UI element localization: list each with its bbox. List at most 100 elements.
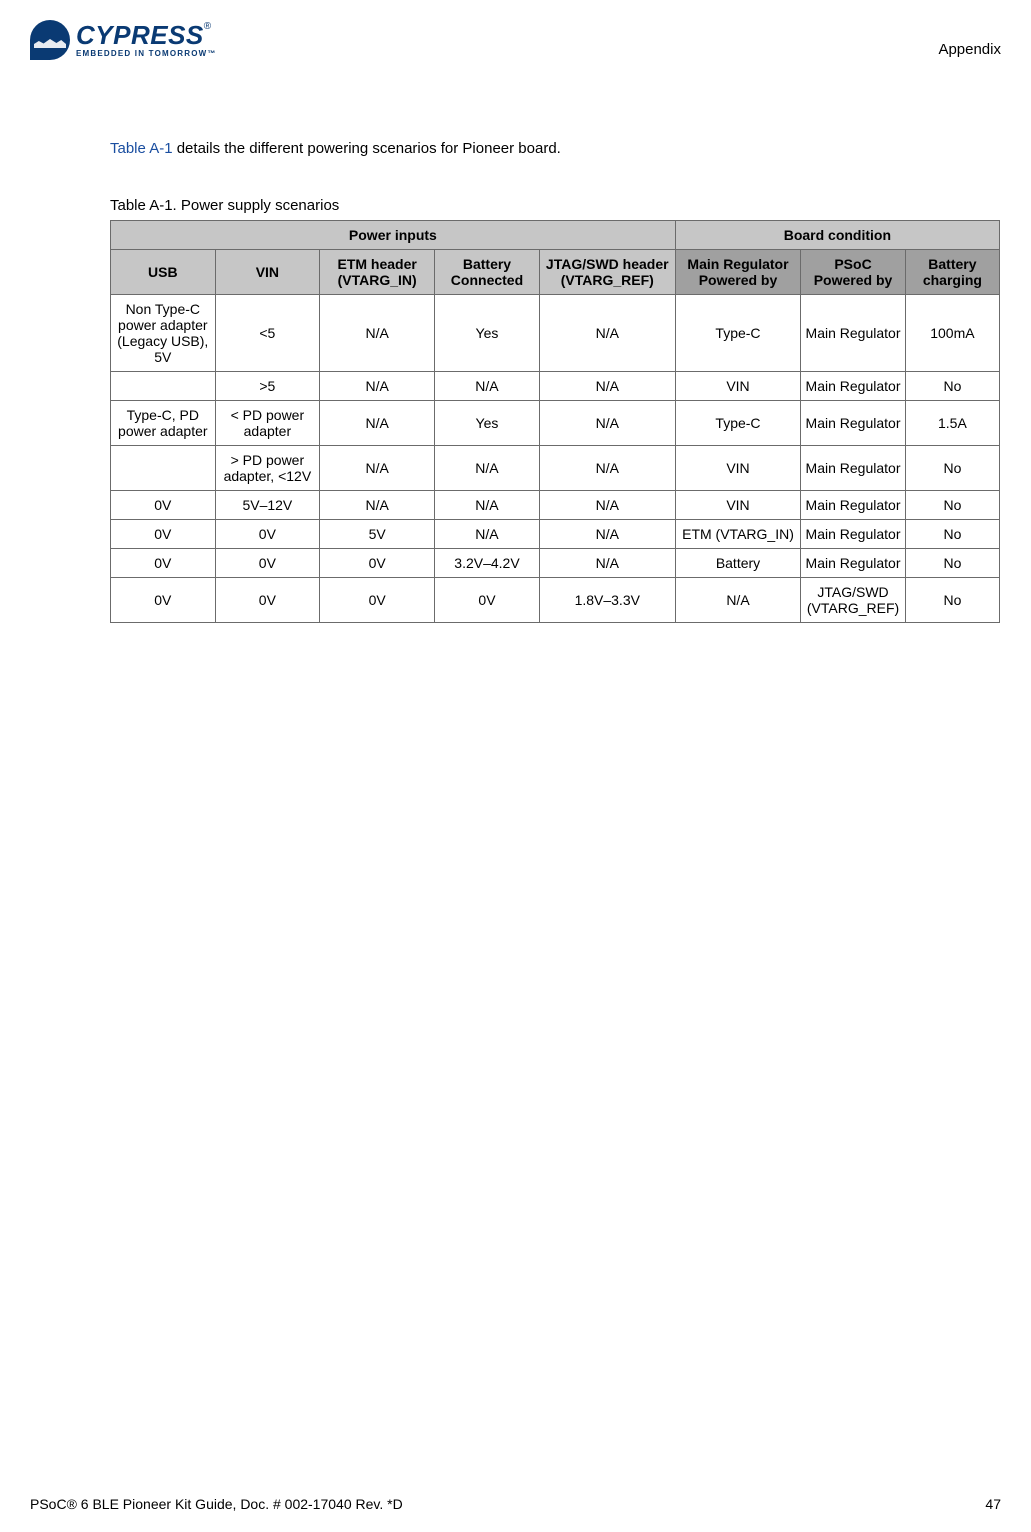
table-head: Power inputs Board condition USB VIN ETM… <box>111 221 1000 295</box>
table-cell: Main Regulator <box>801 549 906 578</box>
table-cell: 0V <box>111 520 216 549</box>
table-cell: Type-C <box>675 295 800 372</box>
intro-text: details the different powering scenarios… <box>173 140 561 157</box>
table-cell: N/A <box>539 446 675 491</box>
table-cell: VIN <box>675 491 800 520</box>
table-cell: 0V <box>111 578 216 623</box>
col-header: Main Regulator Powered by <box>675 250 800 295</box>
group-header-row: Power inputs Board condition <box>111 221 1000 250</box>
table-row: 0V0V5VN/AN/AETM (VTARG_IN)Main Regulator… <box>111 520 1000 549</box>
table-cell: 0V <box>215 520 320 549</box>
table-cell: > PD power adapter, <12V <box>215 446 320 491</box>
table-cell: N/A <box>435 491 540 520</box>
intro-paragraph: Table A-1 details the different powering… <box>110 140 1001 157</box>
table-cell: 3.2V–4.2V <box>435 549 540 578</box>
table-cell: >5 <box>215 372 320 401</box>
col-header: ETM header (VTARG_IN) <box>320 250 435 295</box>
column-header-row: USB VIN ETM header (VTARG_IN) Battery Co… <box>111 250 1000 295</box>
footer-doc-line: PSoC® 6 BLE Pioneer Kit Guide, Doc. # 00… <box>30 1496 403 1512</box>
table-cell: Type-C <box>675 401 800 446</box>
table-cell: 0V <box>111 549 216 578</box>
table-cell: N/A <box>320 446 435 491</box>
table-cell: 0V <box>320 578 435 623</box>
logo-text: CYPRESS <box>76 20 204 50</box>
table-cell: Main Regulator <box>801 401 906 446</box>
brand-logo: CYPRESS® EMBEDDED IN TOMORROW™ <box>30 20 217 60</box>
group-header-condition: Board condition <box>675 221 999 250</box>
table-cell: 5V–12V <box>215 491 320 520</box>
table-cell: N/A <box>539 549 675 578</box>
logo-tagline: EMBEDDED IN TOMORROW™ <box>76 50 217 58</box>
table-cell: 0V <box>320 549 435 578</box>
table-row: Type-C, PD power adapter< PD power adapt… <box>111 401 1000 446</box>
table-cell: Main Regulator <box>801 295 906 372</box>
table-cell: Battery <box>675 549 800 578</box>
table-cell: <5 <box>215 295 320 372</box>
table-cell <box>111 372 216 401</box>
section-label: Appendix <box>938 23 1001 58</box>
logo-text-wrap: CYPRESS® EMBEDDED IN TOMORROW™ <box>76 22 217 58</box>
table-cell: Main Regulator <box>801 491 906 520</box>
table-cell: ETM (VTARG_IN) <box>675 520 800 549</box>
table-row: > PD power adapter, <12VN/AN/AN/AVINMain… <box>111 446 1000 491</box>
table-cell: < PD power adapter <box>215 401 320 446</box>
table-cell: 0V <box>435 578 540 623</box>
col-header: USB <box>111 250 216 295</box>
group-header-inputs: Power inputs <box>111 221 676 250</box>
footer-page-number: 47 <box>985 1496 1001 1512</box>
table-cell: 0V <box>215 578 320 623</box>
page-header: CYPRESS® EMBEDDED IN TOMORROW™ Appendix <box>30 20 1001 60</box>
table-body: Non Type-C power adapter (Legacy USB), 5… <box>111 295 1000 623</box>
table-cell: No <box>905 549 999 578</box>
table-cell: 1.5A <box>905 401 999 446</box>
table-cell: No <box>905 372 999 401</box>
col-header: PSoC Powered by <box>801 250 906 295</box>
table-cell: N/A <box>435 372 540 401</box>
table-cell: 0V <box>111 491 216 520</box>
table-cell: Yes <box>435 401 540 446</box>
table-row: >5N/AN/AN/AVINMain RegulatorNo <box>111 372 1000 401</box>
table-cell: No <box>905 520 999 549</box>
table-cell: 5V <box>320 520 435 549</box>
power-supply-table: Power inputs Board condition USB VIN ETM… <box>110 220 1000 623</box>
table-cell: VIN <box>675 372 800 401</box>
intro-link[interactable]: Table A-1 <box>110 140 173 157</box>
table-cell: N/A <box>539 295 675 372</box>
table-cell: N/A <box>435 520 540 549</box>
table-cell: Non Type-C power adapter (Legacy USB), 5… <box>111 295 216 372</box>
table-cell: Type-C, PD power adapter <box>111 401 216 446</box>
table-cell: N/A <box>320 401 435 446</box>
col-header: Battery charging <box>905 250 999 295</box>
table-row: 0V0V0V3.2V–4.2VN/ABatteryMain RegulatorN… <box>111 549 1000 578</box>
table-cell: N/A <box>539 401 675 446</box>
table-cell: N/A <box>539 372 675 401</box>
page-footer: PSoC® 6 BLE Pioneer Kit Guide, Doc. # 00… <box>30 1496 1001 1512</box>
table-cell: N/A <box>320 491 435 520</box>
table-cell: No <box>905 491 999 520</box>
table-cell: VIN <box>675 446 800 491</box>
page-root: CYPRESS® EMBEDDED IN TOMORROW™ Appendix … <box>0 0 1031 1532</box>
table-cell: No <box>905 446 999 491</box>
table-cell: N/A <box>320 372 435 401</box>
table-cell: N/A <box>539 491 675 520</box>
table-cell: 1.8V–3.3V <box>539 578 675 623</box>
table-cell: Main Regulator <box>801 520 906 549</box>
col-header: VIN <box>215 250 320 295</box>
table-cell: No <box>905 578 999 623</box>
table-cell: JTAG/SWD (VTARG_REF) <box>801 578 906 623</box>
table-cell: N/A <box>320 295 435 372</box>
table-cell: Yes <box>435 295 540 372</box>
table-cell: 100mA <box>905 295 999 372</box>
table-row: 0V0V0V0V1.8V–3.3VN/AJTAG/SWD (VTARG_REF)… <box>111 578 1000 623</box>
table-row: 0V5V–12VN/AN/AN/AVINMain RegulatorNo <box>111 491 1000 520</box>
table-cell <box>111 446 216 491</box>
logo-icon <box>30 20 70 60</box>
col-header: Battery Connected <box>435 250 540 295</box>
table-caption: Table A-1. Power supply scenarios <box>110 197 1001 214</box>
table-cell: N/A <box>675 578 800 623</box>
table-cell: Main Regulator <box>801 372 906 401</box>
col-header: JTAG/SWD header (VTARG_REF) <box>539 250 675 295</box>
table-cell: N/A <box>435 446 540 491</box>
table-cell: 0V <box>215 549 320 578</box>
logo-registered: ® <box>204 21 211 32</box>
